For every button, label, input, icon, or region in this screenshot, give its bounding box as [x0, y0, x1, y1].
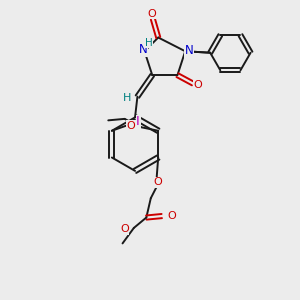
- Text: I: I: [136, 115, 140, 128]
- Text: O: O: [153, 177, 162, 187]
- Text: N: N: [139, 43, 147, 56]
- Text: O: O: [120, 224, 129, 234]
- Text: O: O: [167, 211, 176, 221]
- Text: H: H: [145, 38, 153, 48]
- Text: N: N: [184, 44, 193, 57]
- Text: O: O: [194, 80, 203, 90]
- Text: O: O: [127, 121, 136, 131]
- Text: O: O: [147, 9, 156, 19]
- Text: H: H: [122, 93, 131, 103]
